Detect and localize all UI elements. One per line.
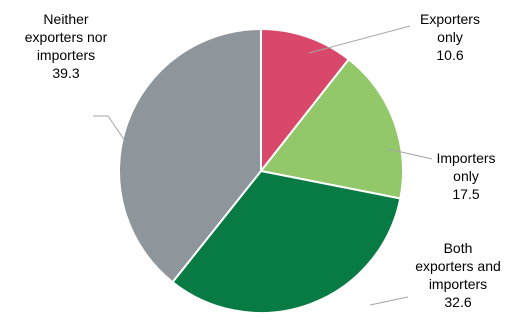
slice-category-label: only [453,168,479,184]
slice-category-label: Importers [436,150,495,166]
slice-category-label: exporters and [415,258,501,274]
slice-label-both-exporters-and-importers: Both exporters and importers 32.6 [415,240,501,310]
slice-label-exporters-only: Exporters only 10.6 [420,11,480,63]
slice-value-label: 32.6 [444,294,471,310]
slice-category-label: Neither [43,11,88,27]
slice-category-label: importers [37,47,95,63]
leader-line-both-exporters-and-importers [369,296,409,306]
pie-slice-importers-only [259,57,404,200]
leader-lines [93,25,433,306]
slice-value-label: 10.6 [436,47,463,63]
slice-category-label: Exporters [420,11,480,27]
slice-category-label: exporters nor [25,29,108,45]
slice-category-label: only [437,29,463,45]
slice-value-label: 17.5 [452,186,479,202]
pie-slices [117,27,404,314]
leader-line-exporters-only [308,25,411,54]
slice-value-label: 39.3 [52,65,79,81]
pie-slice-both-exporters-and-importers [171,169,402,314]
slice-category-label: Both [444,240,473,256]
pie-slice-neither-exporters-nor-importers [117,27,262,284]
slice-category-label: importers [429,276,487,292]
pie-slice-exporters-only [260,27,351,174]
slice-label-neither-exporters-nor-importers: Neither exporters nor importers 39.3 [25,11,108,81]
leader-line-importers-only [387,148,433,160]
slice-label-importers-only: Importers only 17.5 [436,150,495,202]
leader-line-neither-exporters-nor-importers [93,115,126,142]
slice-labels: Exporters only 10.6 Importers only 17.5 Both ex… [25,11,501,310]
